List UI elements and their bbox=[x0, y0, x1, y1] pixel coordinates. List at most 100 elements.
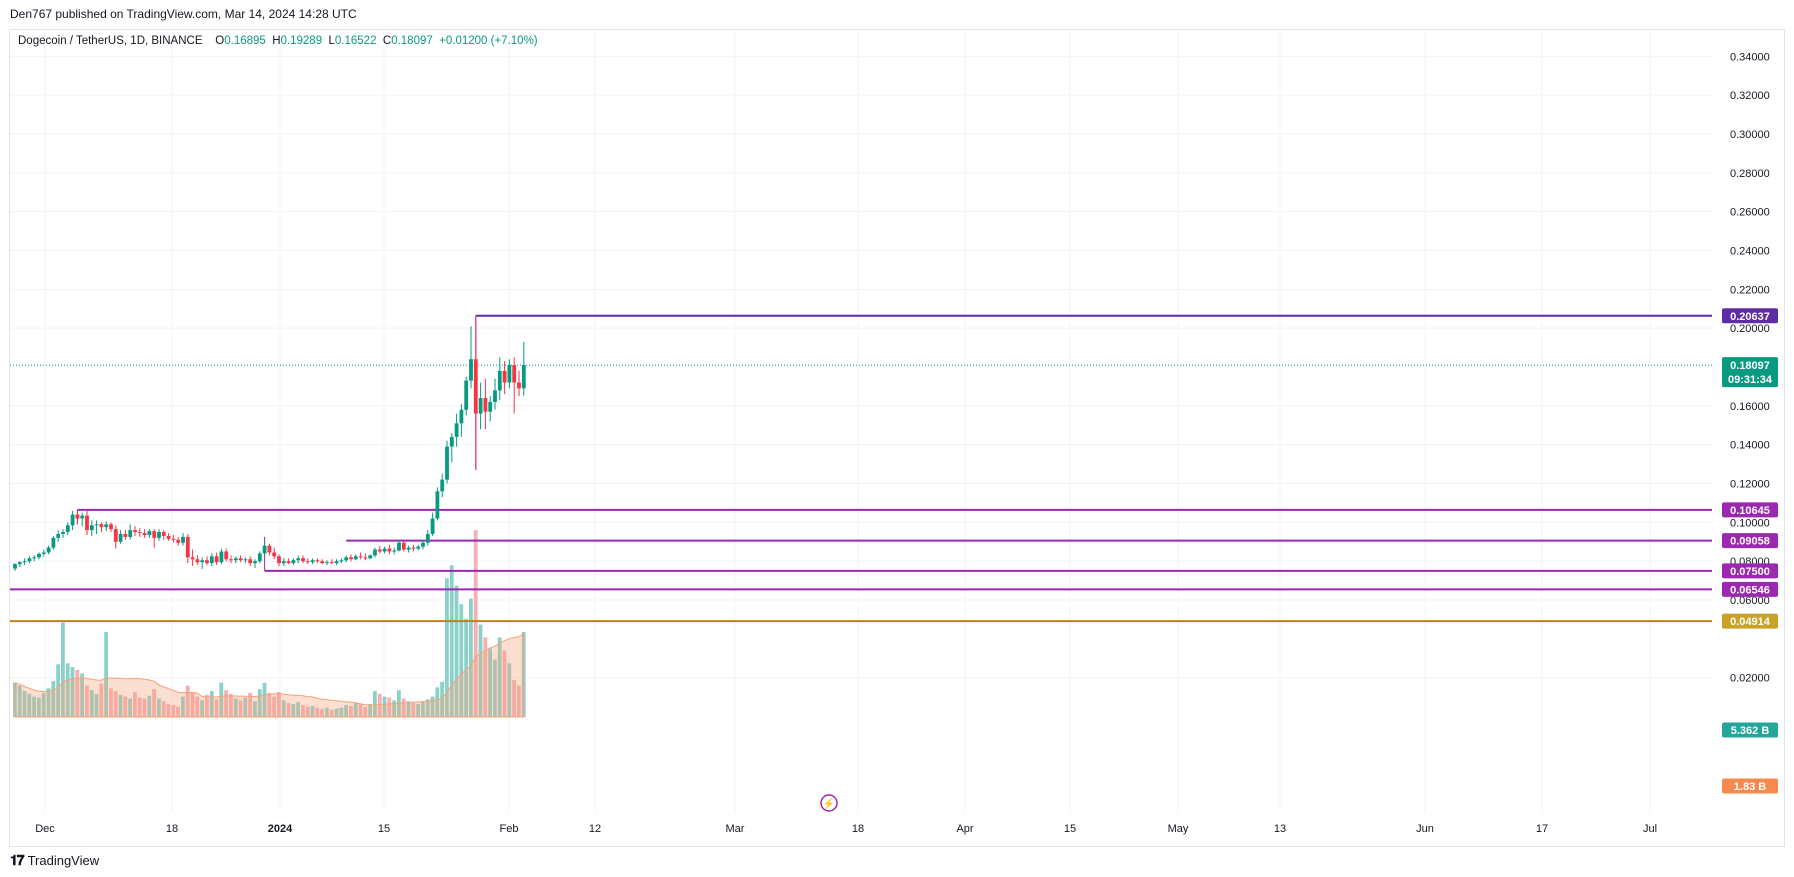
candle-body bbox=[507, 365, 512, 383]
candle-body bbox=[238, 558, 243, 561]
volume-bar bbox=[401, 698, 406, 717]
x-tick-label: Apr bbox=[956, 823, 973, 835]
candle-body bbox=[512, 365, 517, 383]
candle-body bbox=[104, 524, 109, 528]
brand-name[interactable]: TradingView bbox=[27, 853, 100, 868]
volume-bar bbox=[483, 637, 488, 717]
high-label: H bbox=[272, 35, 281, 47]
candle-body bbox=[99, 524, 104, 528]
level-badge: 0.07500 bbox=[1730, 566, 1770, 578]
candle-body bbox=[397, 542, 401, 551]
volume-bar bbox=[320, 708, 324, 717]
candle-body bbox=[41, 552, 46, 554]
level-badge-bg bbox=[1722, 613, 1778, 629]
volume-bar bbox=[253, 701, 257, 717]
candle-body bbox=[454, 423, 459, 437]
x-tick-label: 17 bbox=[1536, 823, 1548, 835]
volume-bar bbox=[473, 530, 478, 717]
y-tick-label: 0.26000 bbox=[1730, 207, 1770, 219]
y-tick-label: 0.02000 bbox=[1730, 673, 1770, 685]
close-value: 0.18097 bbox=[391, 35, 433, 47]
volume-bar bbox=[166, 704, 171, 717]
volume-bar bbox=[37, 697, 41, 717]
candle-body bbox=[478, 398, 483, 414]
candle-body bbox=[416, 546, 421, 549]
candle-body bbox=[233, 558, 238, 561]
volume-bar bbox=[349, 705, 353, 717]
volume-bar bbox=[344, 704, 348, 717]
candle-body bbox=[243, 559, 248, 561]
volume-bar bbox=[305, 706, 310, 717]
candle-body bbox=[65, 525, 70, 533]
candle-body bbox=[334, 561, 339, 564]
candle-body bbox=[13, 564, 17, 569]
candle-body bbox=[425, 534, 430, 543]
candle-body bbox=[358, 556, 363, 558]
x-tick-label: Mar bbox=[726, 823, 745, 835]
x-tick-label: 15 bbox=[378, 823, 390, 835]
candle-body bbox=[257, 553, 262, 562]
x-tick-label: Dec bbox=[35, 823, 55, 835]
x-tick-label: 15 bbox=[1064, 823, 1076, 835]
volume-bar bbox=[152, 689, 156, 717]
volume-bar bbox=[80, 673, 84, 717]
volume-bar bbox=[85, 685, 89, 717]
candle-body bbox=[464, 380, 469, 410]
volume-bar bbox=[334, 708, 339, 717]
volume-bar bbox=[185, 685, 190, 717]
y-tick-label: 0.28000 bbox=[1730, 168, 1770, 180]
volume-bar bbox=[454, 585, 459, 717]
volume-bar bbox=[478, 624, 483, 717]
y-tick-label: 0.30000 bbox=[1730, 129, 1770, 141]
candle-body bbox=[411, 547, 416, 549]
candle-body bbox=[301, 558, 305, 562]
candle-body bbox=[152, 531, 157, 538]
change-value: +0.01200 (+7.10%) bbox=[439, 35, 538, 47]
volume-bar bbox=[411, 703, 416, 717]
volume-bar bbox=[243, 697, 248, 717]
y-tick-label: 0.24000 bbox=[1730, 245, 1770, 257]
volume-badge: 5.362 B bbox=[1731, 725, 1770, 737]
volume-bar bbox=[257, 689, 262, 717]
volume-bar bbox=[161, 701, 166, 717]
volume-bar bbox=[440, 681, 444, 717]
level-badge: 0.20637 bbox=[1730, 311, 1770, 323]
candle-body bbox=[262, 545, 267, 554]
volume-bar bbox=[133, 692, 137, 717]
volume-ma-area bbox=[14, 632, 525, 718]
volume-bar bbox=[65, 663, 70, 717]
volume-bar bbox=[507, 663, 512, 717]
volume-bar bbox=[157, 698, 161, 717]
volume-bar bbox=[497, 637, 502, 717]
volume-bar bbox=[449, 565, 454, 717]
x-tick-label: 2024 bbox=[268, 823, 293, 835]
candle-body bbox=[56, 534, 61, 538]
candle-body bbox=[200, 560, 205, 563]
candle-body bbox=[310, 560, 315, 563]
volume-bar bbox=[238, 700, 243, 717]
candle-body bbox=[37, 553, 41, 558]
candle-body bbox=[176, 539, 181, 543]
volume-bar bbox=[99, 683, 104, 717]
level-badge: 0.06546 bbox=[1730, 584, 1770, 596]
candle-body bbox=[469, 359, 473, 381]
volume-bar bbox=[377, 693, 382, 717]
published-caption: Den767 published on TradingView.com, Mar… bbox=[10, 7, 357, 21]
chart-frame bbox=[9, 29, 1785, 847]
ohlc-values: O0.16895 H0.19289 L0.16522 C0.18097 +0.0… bbox=[215, 35, 537, 47]
level-badge-bg bbox=[1722, 308, 1778, 324]
last-price-badge-bg bbox=[1722, 357, 1778, 388]
candle-body bbox=[85, 515, 89, 531]
candle-body bbox=[497, 370, 502, 391]
volume-bar bbox=[262, 682, 267, 717]
volume-ma-badge: 1.83 B bbox=[1734, 781, 1766, 793]
candle-body bbox=[17, 562, 22, 565]
candle-body bbox=[137, 532, 142, 534]
volume-ma-badge-bg bbox=[1722, 778, 1778, 794]
volume-bar bbox=[123, 696, 128, 717]
candle-body bbox=[387, 548, 392, 552]
candle-body bbox=[209, 556, 214, 564]
volume-bar bbox=[224, 690, 228, 717]
volume-bar bbox=[296, 702, 300, 717]
